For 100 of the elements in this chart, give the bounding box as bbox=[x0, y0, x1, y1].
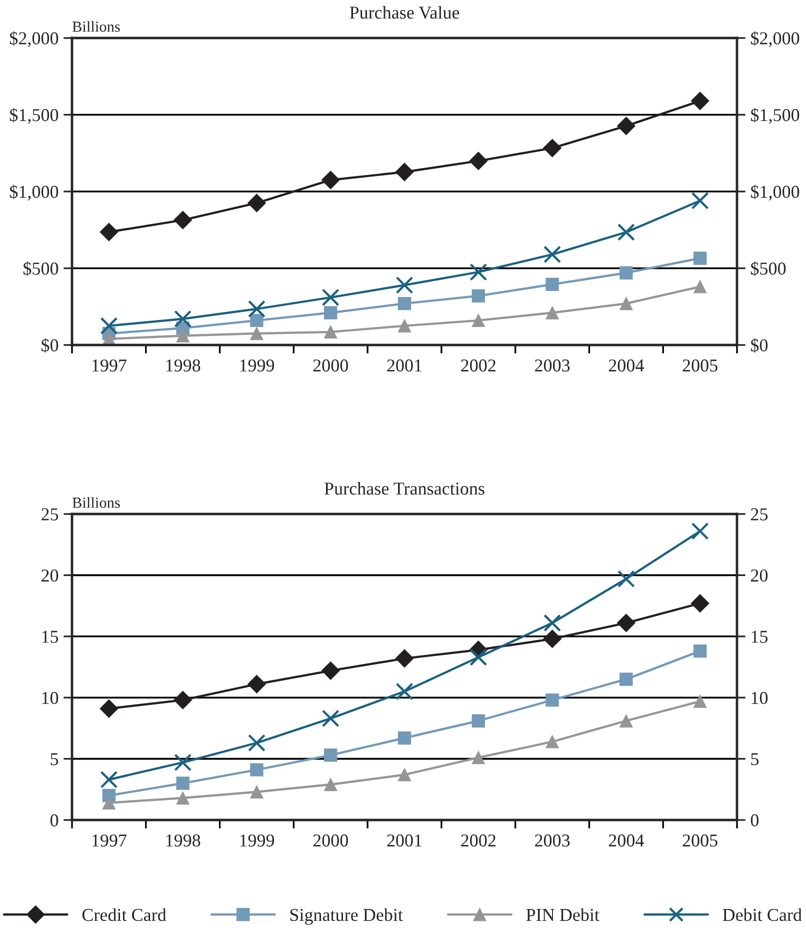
point bbox=[395, 162, 414, 182]
y2-tick-label: 5 bbox=[751, 753, 759, 766]
point bbox=[693, 644, 707, 658]
point bbox=[248, 674, 266, 694]
point bbox=[321, 661, 340, 680]
point bbox=[174, 754, 192, 772]
point bbox=[398, 731, 412, 745]
x-tick-label: 2002 bbox=[461, 834, 496, 847]
point bbox=[398, 319, 412, 332]
point bbox=[620, 266, 633, 280]
point bbox=[472, 289, 485, 302]
point bbox=[324, 748, 338, 762]
x-tick-label: 1998 bbox=[166, 359, 200, 372]
point bbox=[616, 116, 636, 136]
y-tick-label: 0 bbox=[50, 814, 58, 826]
point bbox=[543, 630, 562, 648]
point bbox=[250, 326, 264, 340]
point bbox=[546, 306, 559, 320]
point bbox=[250, 785, 264, 798]
point bbox=[248, 734, 266, 752]
point bbox=[691, 522, 709, 540]
x-tick-label: 2005 bbox=[682, 834, 718, 847]
point bbox=[174, 210, 192, 230]
legend-label: Debit Card bbox=[722, 908, 802, 922]
point bbox=[617, 223, 635, 241]
chart-title: Purchase Value bbox=[350, 6, 460, 19]
x-tick-label: 2000 bbox=[313, 359, 348, 372]
point bbox=[324, 325, 338, 339]
x-tick-label: 2005 bbox=[682, 359, 718, 372]
y2-tick-label: 25 bbox=[750, 508, 768, 520]
point bbox=[248, 194, 266, 212]
point bbox=[546, 735, 559, 748]
point bbox=[469, 152, 488, 170]
point bbox=[693, 252, 707, 265]
point bbox=[322, 710, 340, 728]
point bbox=[690, 92, 710, 110]
x-tick-label: 1998 bbox=[166, 834, 200, 847]
point bbox=[395, 649, 414, 668]
point bbox=[396, 276, 414, 294]
y2-tick-label: $500 bbox=[750, 261, 786, 276]
x-tick-label: 1999 bbox=[240, 359, 274, 372]
point bbox=[472, 714, 485, 728]
x-tick-label: 2004 bbox=[608, 359, 644, 372]
point bbox=[250, 314, 264, 328]
point bbox=[691, 192, 709, 210]
y2-tick-label: 15 bbox=[752, 630, 768, 643]
y2-tick-label: $2,000 bbox=[750, 31, 800, 48]
point bbox=[321, 170, 340, 190]
x-tick-label: 1999 bbox=[240, 834, 274, 847]
y-tick-label: $500 bbox=[23, 261, 58, 276]
y-tick-label: 10 bbox=[42, 692, 58, 704]
y-tick-label: 15 bbox=[42, 630, 58, 643]
chart-title: Purchase Transactions bbox=[324, 482, 484, 495]
y2-tick-label: 0 bbox=[750, 814, 759, 826]
point bbox=[248, 300, 266, 318]
point bbox=[174, 690, 192, 710]
point bbox=[396, 682, 414, 700]
point bbox=[100, 770, 118, 788]
point bbox=[693, 280, 707, 294]
point bbox=[544, 246, 562, 264]
x-tick-label: 2004 bbox=[608, 834, 644, 847]
point bbox=[546, 278, 559, 291]
point bbox=[174, 310, 192, 328]
point bbox=[322, 288, 340, 306]
point bbox=[100, 222, 118, 242]
y-tick-label: 5 bbox=[50, 753, 58, 766]
point bbox=[620, 714, 633, 728]
point bbox=[472, 750, 485, 764]
point bbox=[470, 263, 488, 281]
point bbox=[100, 699, 118, 718]
point bbox=[620, 296, 633, 310]
y-tick-label: $2,000 bbox=[10, 31, 58, 48]
point bbox=[398, 296, 412, 310]
y-axis-title: Billions bbox=[72, 497, 120, 508]
point bbox=[398, 768, 412, 782]
legend-label: Credit Card bbox=[82, 908, 166, 922]
point bbox=[690, 594, 710, 613]
point bbox=[102, 796, 116, 810]
y2-tick-label: 10 bbox=[752, 692, 768, 704]
x-tick-label: 2001 bbox=[387, 834, 422, 847]
point bbox=[617, 570, 635, 588]
legend-label: PIN Debit bbox=[526, 908, 600, 922]
point bbox=[472, 314, 485, 328]
x-tick-label: 1997 bbox=[92, 359, 126, 372]
y2-tick-label: $1,500 bbox=[750, 108, 800, 124]
point bbox=[324, 778, 338, 792]
point bbox=[616, 614, 636, 632]
point bbox=[250, 763, 264, 776]
point bbox=[176, 776, 190, 790]
y2-tick-label: $1,000 bbox=[750, 184, 800, 201]
y-tick-label: $1,500 bbox=[10, 108, 58, 124]
point bbox=[324, 306, 338, 320]
point bbox=[544, 614, 562, 632]
point bbox=[693, 694, 707, 708]
x-tick-label: 1997 bbox=[92, 834, 126, 847]
y-tick-label: $0 bbox=[42, 338, 58, 353]
point bbox=[176, 791, 190, 805]
x-tick-label: 2003 bbox=[535, 359, 570, 372]
x-tick-label: 2002 bbox=[461, 359, 496, 372]
y-tick-label: 20 bbox=[42, 569, 58, 582]
